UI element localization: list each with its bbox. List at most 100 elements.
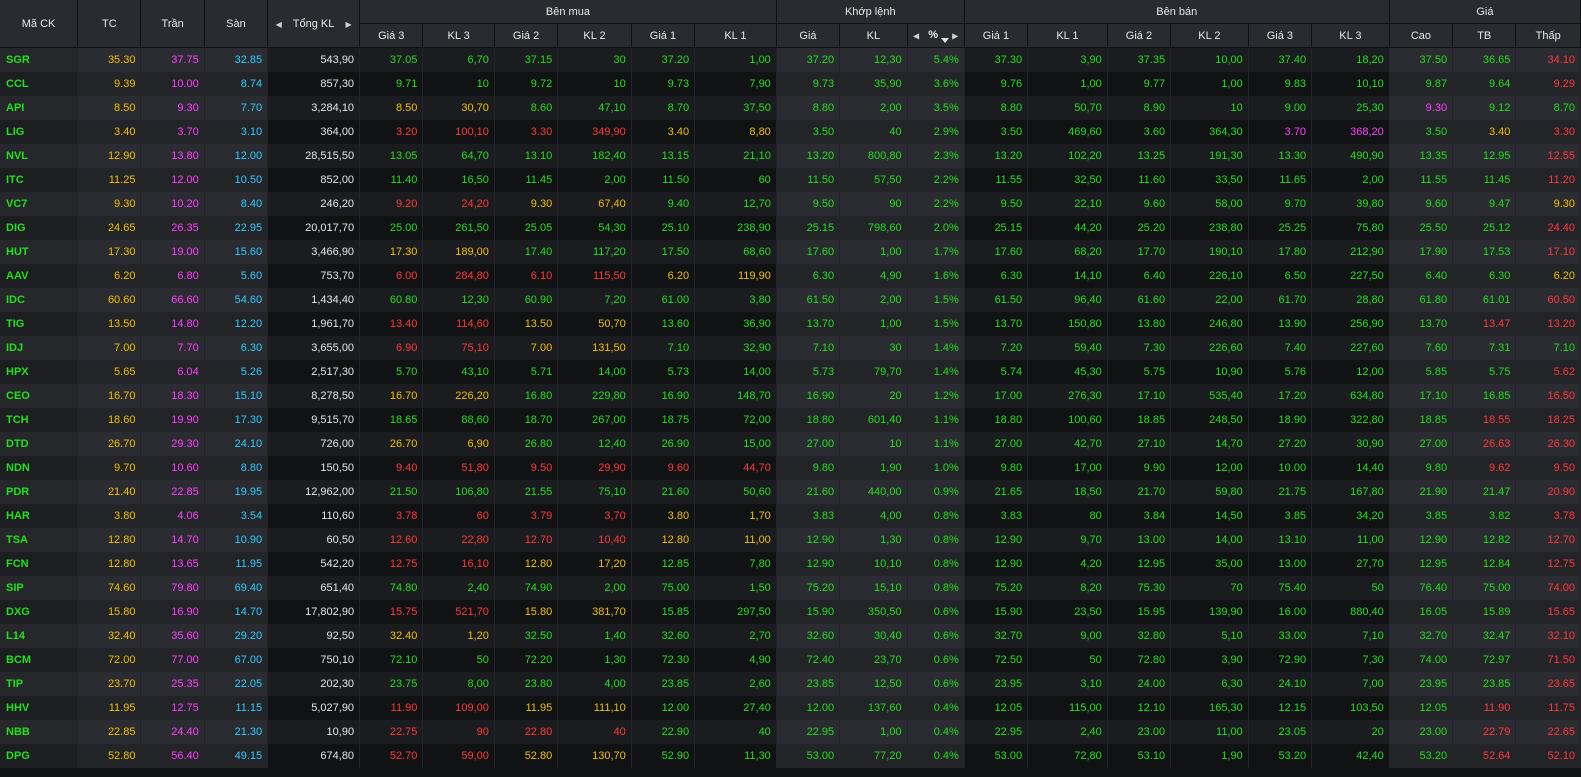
header-bid-kl1[interactable]: KL 1 <box>694 23 777 48</box>
header-ask-kl2[interactable]: KL 2 <box>1170 23 1249 48</box>
cell-tran: 19.00 <box>140 240 205 264</box>
table-row[interactable]: TIP 23.70 25.35 22.05 202,30 23.75 8,00 23.80 4,… <box>0 672 1581 696</box>
cell-sym[interactable]: DXG <box>0 600 79 624</box>
table-row[interactable]: NBB 22.85 24.40 21.30 10,90 22.75 90 22.80 40 22.… <box>0 720 1581 744</box>
cell-sym[interactable]: NBB <box>0 720 79 744</box>
cell-bk1: 15,00 <box>694 432 777 456</box>
table-row[interactable]: API 8.50 9.30 7.70 3,284,10 8.50 30,70 8.60 47,1… <box>0 96 1581 120</box>
cell-sg1: 75.20 <box>964 576 1029 600</box>
caret-right-icon[interactable]: ▶ <box>345 19 352 29</box>
header-tran[interactable]: Trần <box>140 0 205 48</box>
header-ask-gia2[interactable]: Giá 2 <box>1107 23 1172 48</box>
table-row[interactable]: TCH 18.60 19.90 17.30 9,515,70 18.65 88,60 18.7… <box>0 408 1581 432</box>
cell-sym[interactable]: DTD <box>0 432 79 456</box>
table-row[interactable]: CCL 9.39 10.00 8.74 857,30 9.71 10 9.72 10 9.73 7,… <box>0 72 1581 96</box>
cell-sym[interactable]: HPX <box>0 360 79 384</box>
cell-sym[interactable]: PDR <box>0 480 79 504</box>
table-row[interactable]: CEO 16.70 18.30 15.10 8,278,50 16.70 226,20 16.… <box>0 384 1581 408</box>
table-row[interactable]: SIP 74.60 79.80 69.40 651,40 74.80 2,40 74.90 2,… <box>0 576 1581 600</box>
cell-sym[interactable]: TCH <box>0 408 79 432</box>
header-bid-gia1[interactable]: Giá 1 <box>631 23 696 48</box>
table-row[interactable]: DIG 24.65 26.35 22.95 20,017,70 25.00 261,50 25… <box>0 216 1581 240</box>
table-row[interactable]: PDR 21.40 22.85 19.95 12,962,00 21.50 106,80 21… <box>0 480 1581 504</box>
table-row[interactable]: TSA 12.80 14.70 10.90 60,50 12.60 22,80 12.70 10… <box>0 528 1581 552</box>
cell-sym[interactable]: NDN <box>0 456 79 480</box>
table-row[interactable]: HHV 11.95 12.75 11.15 5,027,90 11.90 109,00 11.… <box>0 696 1581 720</box>
cell-sym[interactable]: TIP <box>0 672 79 696</box>
table-row[interactable]: HUT 17.30 19.00 15.60 3,466,90 17.30 189,00 17.… <box>0 240 1581 264</box>
table-row[interactable]: IDC 60.60 66.60 54.60 1,434,40 60.80 12,30 60.9… <box>0 288 1581 312</box>
cell-sym[interactable]: IDJ <box>0 336 79 360</box>
header-ma-ck[interactable]: Mã CK <box>0 0 79 48</box>
header-bid-gia2[interactable]: Giá 2 <box>494 23 559 48</box>
cell-sym[interactable]: HAR <box>0 504 79 528</box>
header-match-pct[interactable]: ◀ % ▶ <box>907 23 965 48</box>
cell-sym[interactable]: AAV <box>0 264 79 288</box>
cell-san: 5.26 <box>204 360 269 384</box>
cell-sym[interactable]: API <box>0 96 79 120</box>
table-row[interactable]: TIG 13.50 14.80 12.20 1,961,70 13.40 114,60 13.… <box>0 312 1581 336</box>
cell-sym[interactable]: DPG <box>0 744 79 768</box>
table-row[interactable]: DPG 52.80 56.40 49.15 674,80 52.70 59,00 52.80 1… <box>0 744 1581 768</box>
cell-sym[interactable]: FCN <box>0 552 79 576</box>
cell-sym[interactable]: LIG <box>0 120 79 144</box>
cell-thap: 13.20 <box>1515 312 1581 336</box>
cell-sym[interactable]: IDC <box>0 288 79 312</box>
header-thap[interactable]: Thấp <box>1515 23 1581 48</box>
header-tc[interactable]: TC <box>77 0 142 48</box>
header-bid-kl2[interactable]: KL 2 <box>557 23 632 48</box>
cell-bg2: 60.90 <box>494 288 559 312</box>
table-row[interactable]: SGR 35.30 37.75 32.85 543,90 37.05 6,70 37.15 30… <box>0 47 1581 72</box>
table-row[interactable]: FCN 12.80 13.65 11.95 542,20 12.75 16,10 12.80 1… <box>0 552 1581 576</box>
table-row[interactable]: HPX 5.65 6.04 5.26 2,517,30 5.70 43,10 5.71 14,0… <box>0 360 1581 384</box>
cell-sym[interactable]: VC7 <box>0 192 79 216</box>
table-row[interactable]: AAV 6.20 6.80 5.60 753,70 6.00 284,80 6.10 115,5… <box>0 264 1581 288</box>
cell-sym[interactable]: DIG <box>0 216 79 240</box>
table-row[interactable]: LIG 3.40 3.70 3.10 364,00 3.20 100,10 3.30 349,9… <box>0 120 1581 144</box>
caret-left-icon[interactable]: ◀ <box>275 19 282 29</box>
table-row[interactable]: HAR 3.80 4.06 3.54 110,60 3.78 60 3.79 3,70 3.80 1… <box>0 504 1581 528</box>
header-ask-gia3[interactable]: Giá 3 <box>1248 23 1313 48</box>
cell-sym[interactable]: CEO <box>0 384 79 408</box>
cell-sym[interactable]: NVL <box>0 144 79 168</box>
header-san[interactable]: Sàn <box>204 0 269 48</box>
cell-bk2: 115,50 <box>557 264 632 288</box>
header-bid-kl3[interactable]: KL 3 <box>422 23 495 48</box>
cell-cao: 12.90 <box>1389 528 1454 552</box>
cell-bk3: 106,80 <box>422 480 495 504</box>
cell-sym[interactable]: HUT <box>0 240 79 264</box>
header-ask-gia1[interactable]: Giá 1 <box>964 23 1029 48</box>
caret-right-icon[interactable]: ▶ <box>952 31 959 41</box>
cell-sym[interactable]: ITC <box>0 168 79 192</box>
cell-san: 12.20 <box>204 312 269 336</box>
table-row[interactable]: BCM 72.00 77.00 67.00 750,10 72.10 50 72.20 1,30… <box>0 648 1581 672</box>
cell-sym[interactable]: TSA <box>0 528 79 552</box>
header-tb[interactable]: TB <box>1452 23 1517 48</box>
cell-sym[interactable]: L14 <box>0 624 79 648</box>
cell-sym[interactable]: BCM <box>0 648 79 672</box>
header-ask-kl1[interactable]: KL 1 <box>1027 23 1108 48</box>
table-row[interactable]: ITC 11.25 12.00 10.50 852,00 11.40 16,50 11.45 2… <box>0 168 1581 192</box>
table-row[interactable]: NDN 9.70 10.60 8.80 150,50 9.40 51,80 9.50 29,90… <box>0 456 1581 480</box>
cell-sym[interactable]: SGR <box>0 47 79 72</box>
table-row[interactable]: L14 32.40 35.60 29.20 92,50 32.40 1,20 32.50 1,4… <box>0 624 1581 648</box>
table-row[interactable]: DTD 26.70 29.30 24.10 726,00 26.70 6,90 26.80 12… <box>0 432 1581 456</box>
cell-sk2: 1,90 <box>1170 744 1249 768</box>
cell-sym[interactable]: SIP <box>0 576 79 600</box>
cell-tran: 14.70 <box>140 528 205 552</box>
header-match-gia[interactable]: Giá <box>776 23 841 48</box>
cell-sym[interactable]: CCL <box>0 72 79 96</box>
cell-sym[interactable]: HHV <box>0 696 79 720</box>
header-bid-gia3[interactable]: Giá 3 <box>359 23 424 48</box>
cell-sym[interactable]: TIG <box>0 312 79 336</box>
caret-left-icon[interactable]: ◀ <box>913 31 920 41</box>
table-row[interactable]: DXG 15.80 16.90 14.70 17,802,90 15.75 521,70 15… <box>0 600 1581 624</box>
header-tong-kl[interactable]: ◀ Tổng KL ▶ <box>267 0 361 48</box>
table-row[interactable]: VC7 9.30 10.20 8.40 246,20 9.20 24,20 9.30 67,40… <box>0 192 1581 216</box>
header-cao[interactable]: Cao <box>1389 23 1454 48</box>
table-row[interactable]: NVL 12.90 13.80 12.00 28,515,50 13.05 64,70 13.… <box>0 144 1581 168</box>
header-ask-kl3[interactable]: KL 3 <box>1311 23 1390 48</box>
cell-sk2: 191,30 <box>1170 144 1249 168</box>
header-match-kl[interactable]: KL <box>839 23 908 48</box>
table-row[interactable]: IDJ 7.00 7.70 6.30 3,655,00 6.90 75,10 7.00 131,… <box>0 336 1581 360</box>
